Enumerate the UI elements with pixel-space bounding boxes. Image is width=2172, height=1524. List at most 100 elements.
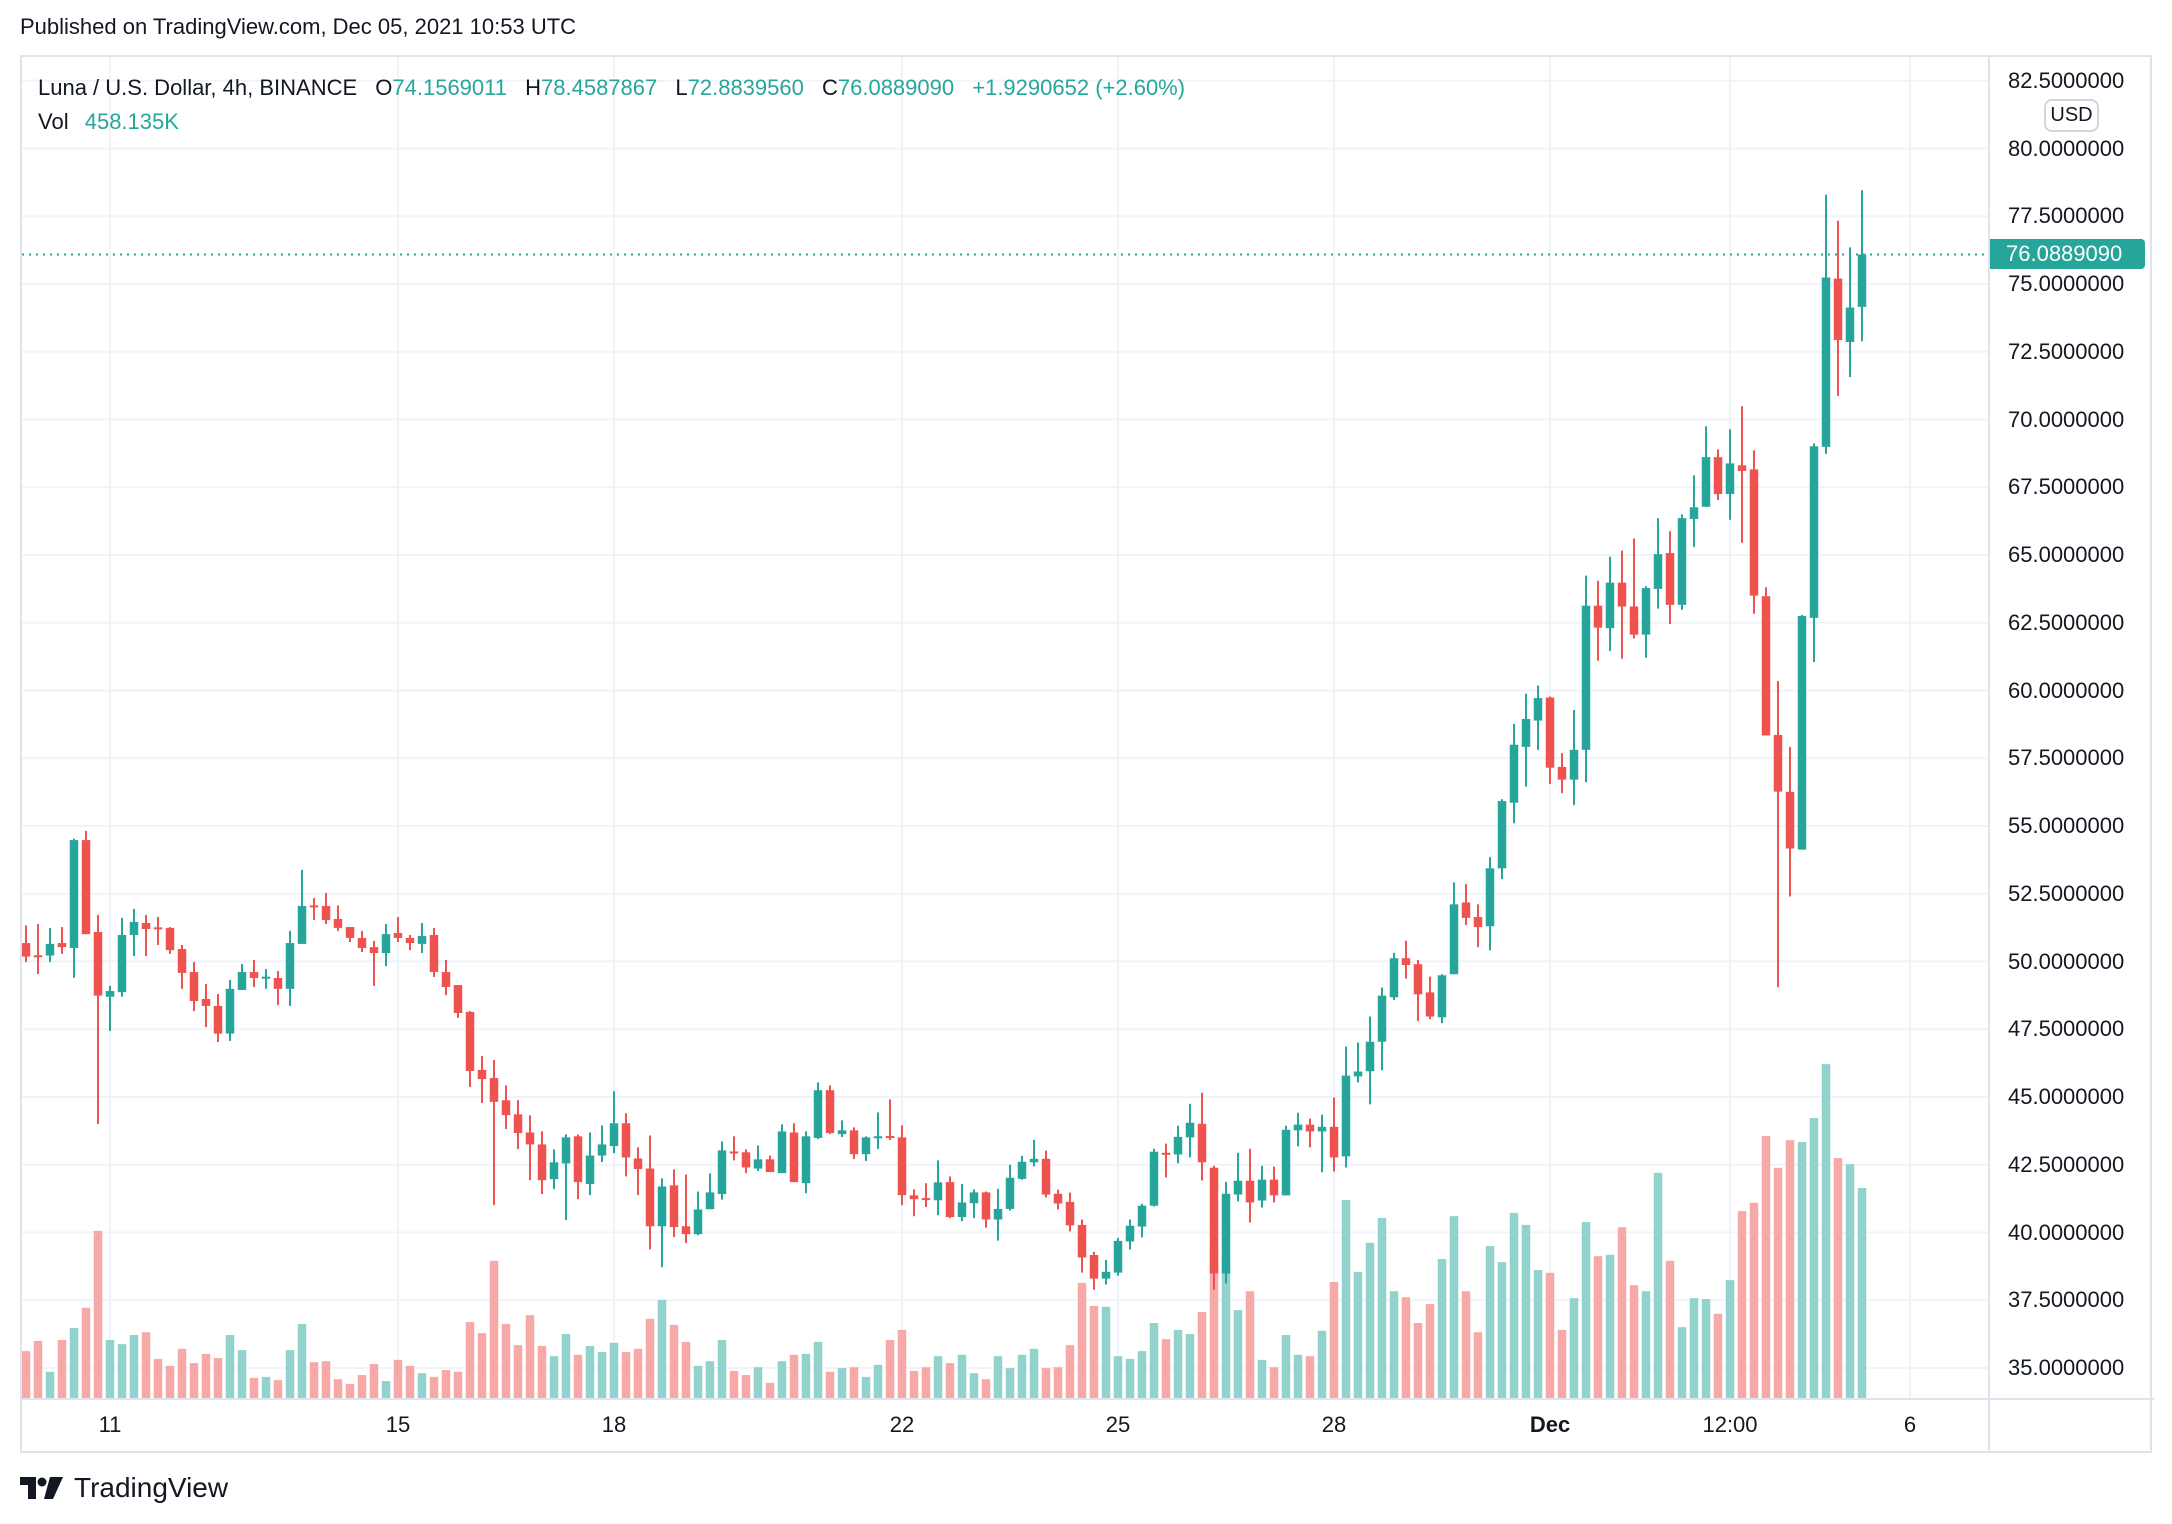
volume-bar xyxy=(1089,1305,1099,1399)
candle-body-up xyxy=(693,1209,703,1235)
time-tick-label: 28 xyxy=(1321,1412,1347,1437)
volume-bar xyxy=(1389,1291,1399,1399)
volume-bar xyxy=(981,1379,991,1399)
price-tick-label: 82.5000000 xyxy=(2008,67,2125,93)
candle-body-down xyxy=(537,1144,547,1181)
candle-body-up xyxy=(585,1155,595,1184)
volume-bar xyxy=(117,1344,127,1399)
plot-area[interactable]: Luna / U.S. Dollar, 4h, BINANCE O74.1569… xyxy=(22,57,1990,1400)
candle-body-down xyxy=(633,1158,643,1170)
volume-bar xyxy=(237,1350,247,1399)
candle-body-up xyxy=(657,1186,667,1227)
volume-bar xyxy=(1377,1217,1387,1399)
volume-bar xyxy=(1197,1311,1207,1399)
volume-bar xyxy=(201,1353,211,1399)
candle-body-down xyxy=(1269,1179,1279,1196)
grid-lines xyxy=(22,57,1990,1400)
volume-bar xyxy=(621,1352,631,1399)
legend-volume-label[interactable]: Vol xyxy=(38,109,69,134)
candle-body-up xyxy=(417,936,427,944)
volume-bar xyxy=(1641,1291,1651,1399)
candle-body-down xyxy=(1161,1152,1171,1155)
candle-body-up xyxy=(813,1090,823,1138)
candle-body-down xyxy=(621,1123,631,1158)
candle-body-down xyxy=(465,1011,475,1071)
axis-corner xyxy=(1988,1398,2154,1453)
price-tick-label: 65.0000000 xyxy=(2008,542,2125,567)
legend-high-value: 78.4587867 xyxy=(541,75,658,100)
candle-body-up xyxy=(933,1182,943,1201)
candle-body-down xyxy=(333,918,343,928)
volume-bar xyxy=(945,1363,955,1399)
volume-bar xyxy=(1077,1282,1087,1399)
candle-body-up xyxy=(1101,1271,1111,1279)
currency-button[interactable]: USD xyxy=(2044,99,2099,132)
volume-bar xyxy=(585,1346,595,1399)
volume-bar xyxy=(1053,1367,1063,1399)
candle-body-up xyxy=(1293,1124,1303,1131)
candle-body-down xyxy=(981,1192,991,1220)
candle-body-down xyxy=(789,1132,799,1183)
volume-bar xyxy=(813,1341,823,1399)
volume-bar xyxy=(33,1340,43,1399)
volume-bar xyxy=(1125,1358,1135,1399)
volume-bar xyxy=(381,1381,391,1399)
volume-bar xyxy=(1461,1291,1471,1399)
volume-bar xyxy=(537,1346,547,1399)
volume-bar xyxy=(105,1340,115,1399)
volume-bar xyxy=(993,1356,1003,1399)
tradingview-brand[interactable]: TradingView xyxy=(74,1472,229,1503)
volume-bar xyxy=(285,1350,295,1399)
candlestick-chart[interactable] xyxy=(22,57,1990,1400)
volume-bar xyxy=(1737,1211,1747,1399)
price-tick-label: 80.0000000 xyxy=(2008,135,2125,161)
candle-body-up xyxy=(1701,457,1711,507)
candle-body-up xyxy=(1257,1179,1267,1201)
candle-body-down xyxy=(849,1130,859,1155)
volume-bar xyxy=(333,1379,343,1399)
volume-bar xyxy=(609,1342,619,1399)
volume-bar xyxy=(837,1368,847,1399)
candle-body-down xyxy=(165,927,175,951)
candle-body-down xyxy=(825,1090,835,1134)
volume-bar xyxy=(1533,1270,1543,1399)
tradingview-logo-icon[interactable] xyxy=(20,1475,64,1501)
candle-body-up xyxy=(1221,1193,1231,1274)
volume-bar xyxy=(633,1348,643,1399)
time-axis[interactable]: 11 15 18 22 25 28 Dec 12:00 6 xyxy=(22,1398,1990,1453)
volume-bar xyxy=(753,1367,763,1399)
candle-body-up xyxy=(1353,1071,1363,1077)
volume-bar xyxy=(441,1369,451,1399)
legend-symbol[interactable]: Luna / U.S. Dollar, 4h, BINANCE xyxy=(38,75,358,100)
volume-bar xyxy=(1473,1332,1483,1399)
price-axis[interactable]: 82.5000000 80.0000000 77.5000000 75.0000000… xyxy=(1988,57,2154,1400)
volume-bar xyxy=(69,1328,79,1399)
volume-bar xyxy=(1041,1368,1051,1399)
volume-bar xyxy=(1245,1291,1255,1399)
volume-bar xyxy=(1773,1167,1783,1399)
volume-bar xyxy=(909,1370,919,1399)
time-tick-label: Dec xyxy=(1529,1412,1571,1437)
volume-bar xyxy=(261,1376,271,1399)
candle-body-down xyxy=(93,931,103,996)
candle-body-down xyxy=(1785,791,1795,849)
volume-bar xyxy=(1185,1334,1195,1399)
footer: TradingView xyxy=(20,1472,228,1504)
price-tick-label: 77.5000000 xyxy=(2008,203,2125,229)
candle-body-up xyxy=(1233,1180,1243,1195)
candle-body-up xyxy=(1725,463,1735,495)
volume-bar xyxy=(1365,1242,1375,1399)
candle-body-up xyxy=(1437,975,1447,1018)
volume-bar xyxy=(405,1365,415,1399)
price-tick-label: 72.5000000 xyxy=(2008,338,2125,364)
volume-bar xyxy=(465,1322,475,1399)
volume-bar xyxy=(357,1375,367,1399)
candle-body-up xyxy=(1533,698,1543,721)
volume-bar xyxy=(1449,1216,1459,1399)
volume-bar xyxy=(501,1323,511,1399)
chart-frame[interactable]: Luna / U.S. Dollar, 4h, BINANCE O74.1569… xyxy=(20,55,2154,1453)
candle-body-up xyxy=(1809,446,1819,618)
volume-bar xyxy=(705,1361,715,1399)
candle-body-down xyxy=(429,934,439,973)
legend-change: +1.9290652 (+2.60%) xyxy=(972,75,1186,100)
